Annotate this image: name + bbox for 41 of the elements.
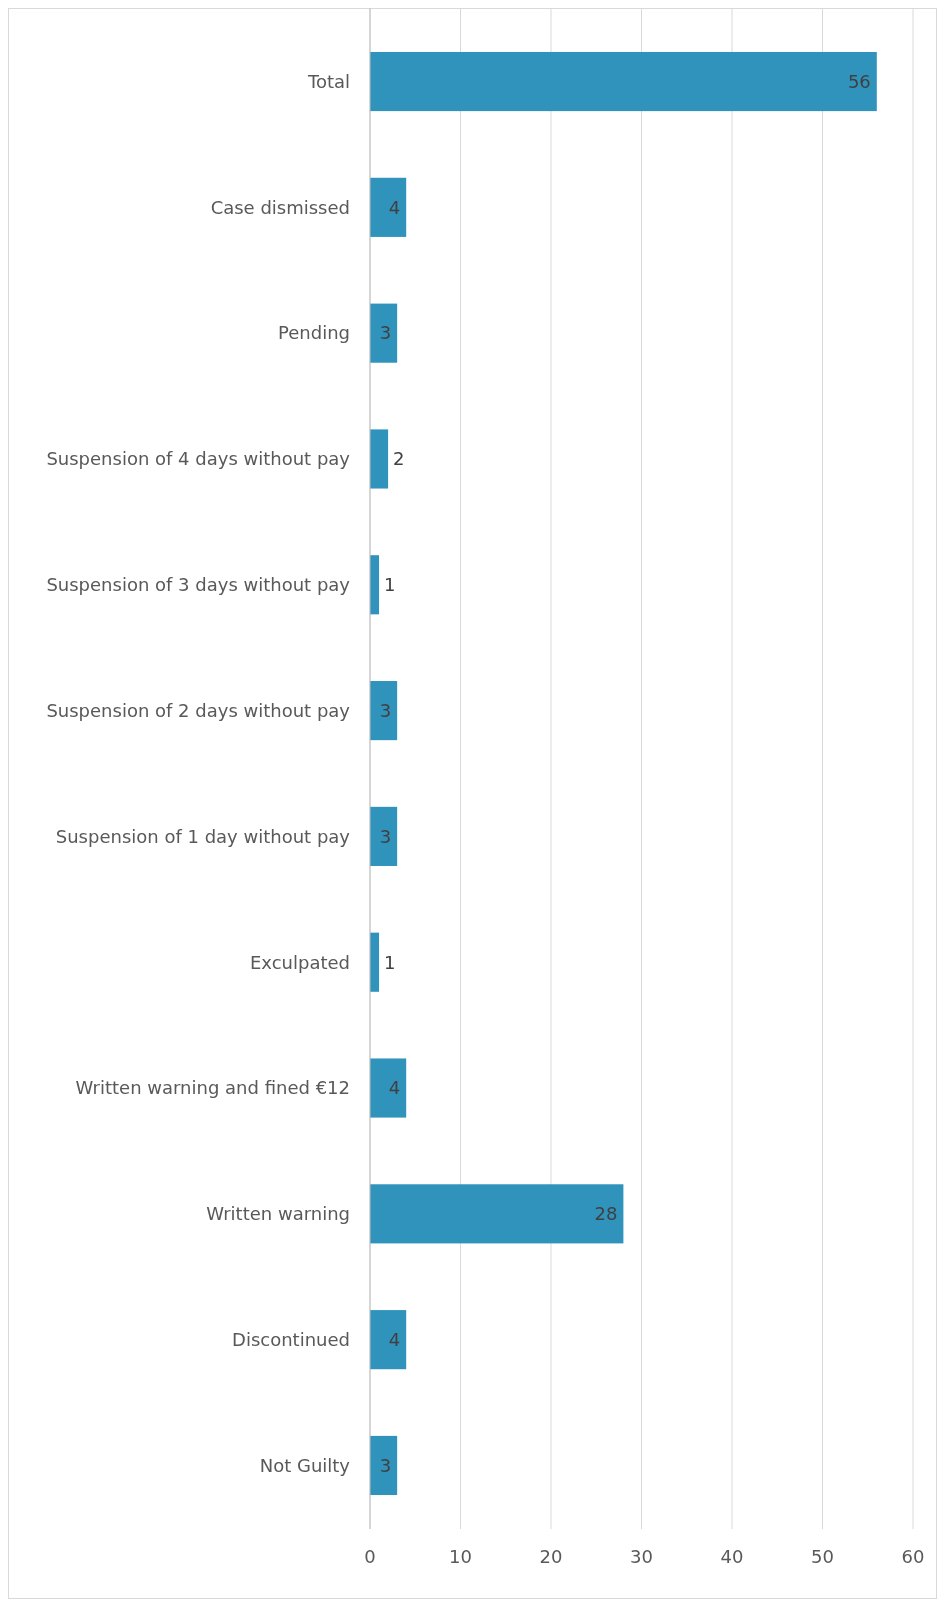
bar — [370, 303, 398, 363]
bar — [370, 177, 407, 237]
data-label: 4 — [388, 1077, 401, 1099]
data-label: 4 — [388, 1328, 401, 1350]
x-tick-label: 20 — [539, 1546, 563, 1567]
x-tick-label: 0 — [364, 1546, 376, 1567]
y-tick-label: Written warning — [206, 1203, 350, 1225]
y-tick-label: Suspension of 2 days without pay — [46, 699, 351, 721]
y-tick-label: Suspension of 3 days without pay — [46, 574, 351, 596]
y-tick-label: Exculpated — [249, 951, 350, 973]
data-label: 1 — [384, 574, 396, 596]
bar — [370, 806, 398, 866]
data-label: 3 — [379, 1454, 392, 1476]
bar — [370, 1058, 407, 1118]
y-tick-label: Suspension of 1 day without pay — [55, 825, 351, 847]
data-label: 1 — [384, 951, 396, 973]
data-label: 4 — [388, 196, 401, 218]
data-label: 2 — [393, 448, 405, 470]
bar — [370, 1435, 398, 1496]
x-tick-label: 30 — [630, 1546, 653, 1567]
y-tick-label: Pending — [278, 322, 350, 344]
bar — [370, 1310, 407, 1370]
data-label: 3 — [379, 825, 392, 847]
bar — [370, 1184, 624, 1244]
x-tick-label: 50 — [811, 1546, 834, 1567]
y-tick-label: Total — [306, 70, 350, 92]
y-tick-label: Suspension of 4 days without pay — [46, 448, 351, 470]
y-tick-label: Not Guilty — [259, 1454, 351, 1476]
bar — [370, 51, 877, 112]
data-label: 3 — [379, 699, 392, 721]
x-tick-label: 10 — [449, 1546, 472, 1567]
y-tick-label: Case dismissed — [210, 196, 350, 218]
y-tick-label: Discontinued — [232, 1328, 350, 1350]
data-label: 28 — [594, 1203, 618, 1225]
bar — [370, 681, 398, 741]
data-label: 56 — [847, 70, 871, 92]
bar — [370, 429, 389, 489]
y-tick-label: Written warning and fined €12 — [75, 1077, 350, 1099]
x-tick-label: 40 — [720, 1546, 744, 1567]
data-label: 3 — [379, 322, 392, 344]
x-tick-label: 60 — [901, 1546, 925, 1567]
